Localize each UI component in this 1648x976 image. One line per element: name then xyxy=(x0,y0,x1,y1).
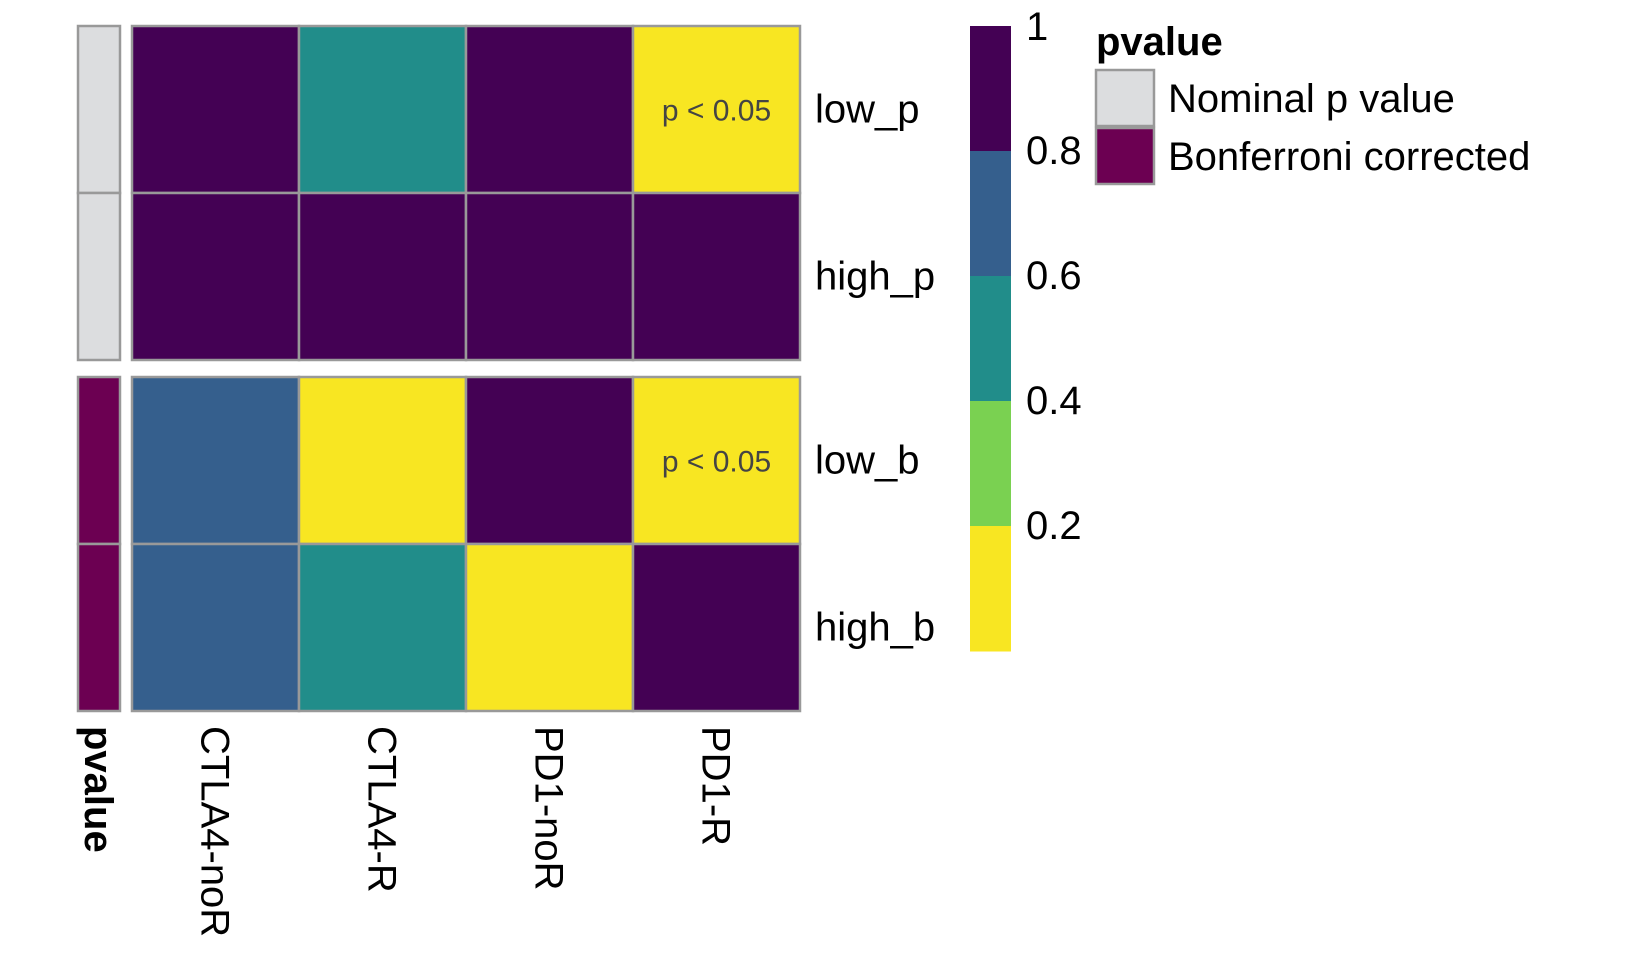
colorbar-tick-label: 0.4 xyxy=(1026,379,1082,423)
annotation-cell xyxy=(76,191,122,362)
colorbar-segment xyxy=(970,151,1011,277)
heatmap-cell xyxy=(297,542,468,713)
colorbar-segment xyxy=(970,276,1011,402)
colorbar-tick-label: 1 xyxy=(1026,5,1048,49)
heatmap-cell xyxy=(631,191,802,362)
heatmap-cell xyxy=(297,375,468,546)
heatmap-cell xyxy=(130,191,301,362)
legend-swatch xyxy=(1094,68,1156,128)
annotation-cell xyxy=(76,542,122,713)
colorbar-tick-label: 0.8 xyxy=(1026,129,1082,173)
heatmap-cell xyxy=(130,24,301,195)
heatmap-cell xyxy=(130,542,301,713)
heatmap-cell xyxy=(631,24,802,195)
heatmap-cell xyxy=(297,24,468,195)
heatmap-cell xyxy=(464,375,635,546)
annotation-cell xyxy=(76,24,122,195)
annotation-cell xyxy=(76,375,122,546)
row-label: low_p xyxy=(815,88,920,132)
legend-label: Nominal p value xyxy=(1168,77,1455,121)
colorbar-tick-label: 0.2 xyxy=(1026,504,1082,548)
legend-title: pvalue xyxy=(1096,20,1223,64)
row-label: high_p xyxy=(815,255,935,299)
heatmap-cell xyxy=(297,191,468,362)
legend-label: Bonferroni corrected xyxy=(1168,135,1530,179)
colorbar-segment xyxy=(970,401,1011,527)
column-label: PD1-noR xyxy=(527,726,571,891)
legend-swatch xyxy=(1094,126,1156,186)
column-label: PD1-R xyxy=(694,726,738,846)
annotation-axis-label: pvalue xyxy=(76,726,120,853)
column-label: CTLA4-R xyxy=(360,726,404,893)
heatmap-cell xyxy=(631,375,802,546)
colorbar-segment xyxy=(970,526,1011,652)
heatmap-cell xyxy=(464,542,635,713)
column-label: CTLA4-noR xyxy=(193,726,237,937)
heatmap-cell xyxy=(631,542,802,713)
row-label: low_b xyxy=(815,439,920,483)
row-label: high_b xyxy=(815,606,935,650)
cell-annotation-label: p < 0.05 xyxy=(662,95,771,128)
heatmap-cell xyxy=(464,191,635,362)
colorbar-segment xyxy=(970,26,1011,152)
heatmap-cell xyxy=(464,24,635,195)
colorbar-tick-label: 0.6 xyxy=(1026,254,1082,298)
heatmap-cell xyxy=(130,375,301,546)
cell-annotation-label: p < 0.05 xyxy=(662,446,771,479)
